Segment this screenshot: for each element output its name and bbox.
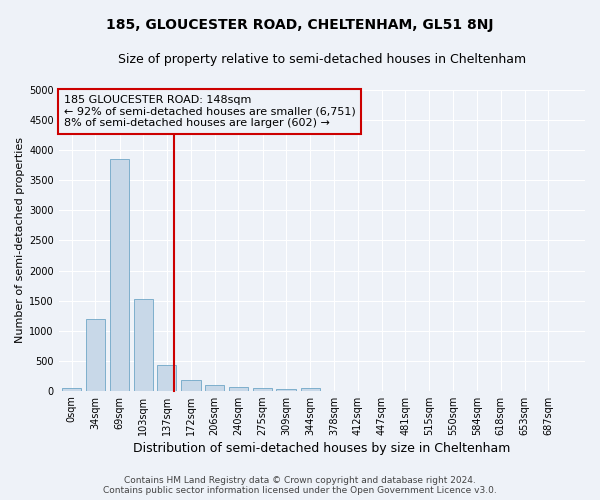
Bar: [157, 365, 176, 390]
Bar: [181, 380, 201, 390]
X-axis label: Distribution of semi-detached houses by size in Cheltenham: Distribution of semi-detached houses by …: [133, 442, 511, 455]
Bar: [253, 388, 272, 390]
Title: Size of property relative to semi-detached houses in Cheltenham: Size of property relative to semi-detach…: [118, 52, 526, 66]
Bar: [62, 388, 82, 390]
Bar: [301, 388, 320, 390]
Text: 185 GLOUCESTER ROAD: 148sqm
← 92% of semi-detached houses are smaller (6,751)
8%: 185 GLOUCESTER ROAD: 148sqm ← 92% of sem…: [64, 95, 356, 128]
Text: Contains HM Land Registry data © Crown copyright and database right 2024.
Contai: Contains HM Land Registry data © Crown c…: [103, 476, 497, 495]
Bar: [205, 384, 224, 390]
Bar: [229, 387, 248, 390]
Bar: [134, 299, 153, 390]
Bar: [277, 388, 296, 390]
Bar: [110, 160, 130, 390]
Y-axis label: Number of semi-detached properties: Number of semi-detached properties: [15, 138, 25, 344]
Bar: [86, 318, 105, 390]
Text: 185, GLOUCESTER ROAD, CHELTENHAM, GL51 8NJ: 185, GLOUCESTER ROAD, CHELTENHAM, GL51 8…: [106, 18, 494, 32]
